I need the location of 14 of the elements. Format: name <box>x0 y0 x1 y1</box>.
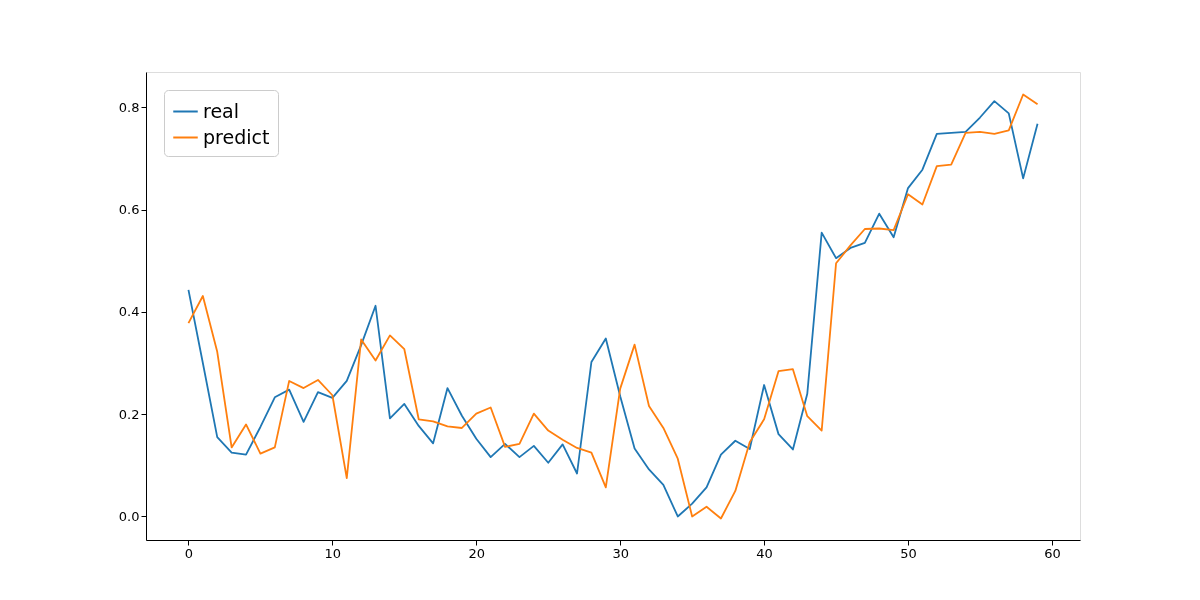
x-tick-label: 40 <box>756 545 773 561</box>
legend-label: predict <box>203 125 270 148</box>
x-tick-label: 0 <box>184 545 194 561</box>
y-tick-label: 0.4 <box>118 304 140 320</box>
x-tick-label: 30 <box>612 545 629 561</box>
x-tick-label: 20 <box>468 545 486 561</box>
y-tick-label: 0.6 <box>118 202 140 218</box>
y-tick-label: 0.2 <box>118 406 140 422</box>
x-tick-label: 10 <box>324 545 342 561</box>
y-tick-label: 0.8 <box>118 99 140 115</box>
x-tick-label: 60 <box>1044 545 1061 561</box>
x-tick-label: 50 <box>900 545 917 561</box>
legend-label: real <box>203 99 240 122</box>
y-tick-label: 0.0 <box>118 508 140 524</box>
